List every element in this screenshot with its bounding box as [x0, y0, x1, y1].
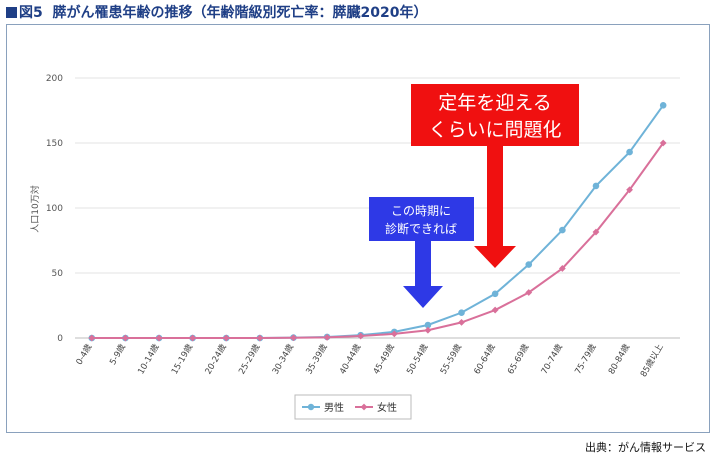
y-axis-ticks: 0 50 100 150 200 — [46, 74, 63, 344]
title-prefix: 図5 — [19, 5, 43, 21]
grid-lines — [75, 77, 680, 339]
legend-label: 女性 — [377, 401, 397, 414]
y-axis-label: 人口10万対 — [29, 185, 41, 232]
x-tick-label: 70-74歳 — [539, 342, 565, 377]
female-data-point — [323, 333, 331, 341]
y-tick-label: 0 — [57, 334, 63, 344]
x-axis-ticks: 0-4歳 5-9歳 10-14歳 15-19歳 20-24歳 25-29歳 30-34歳 35… — [74, 342, 666, 379]
female-data-point — [222, 334, 230, 342]
female-data-point — [155, 334, 163, 342]
male-data-point — [592, 182, 600, 190]
female-data-point — [88, 334, 96, 342]
x-tick-label: 20-24歳 — [203, 342, 229, 377]
female-data-point — [491, 306, 499, 314]
x-tick-label: 45-49歳 — [371, 342, 397, 377]
blue-callout: この時期に 診断できれば — [369, 197, 474, 308]
blue-callout-line1: この時期に — [391, 204, 451, 218]
female-data-point — [122, 334, 129, 342]
female-data-point — [357, 332, 365, 340]
female-data-point — [525, 289, 533, 296]
x-tick-label: 60-64歳 — [472, 342, 498, 377]
female-data-point — [424, 326, 432, 334]
female-data-point — [458, 319, 465, 326]
male-data-point — [424, 321, 432, 329]
female-data-point — [290, 334, 297, 342]
red-callout: 定年を迎える くらいに問題化 — [411, 84, 579, 268]
red-callout-box — [411, 84, 579, 146]
female-data-point — [189, 334, 197, 342]
female-data-point — [626, 186, 633, 194]
male-data-point — [626, 148, 633, 156]
male-data-point — [458, 309, 465, 316]
legend-circle-marker — [307, 403, 315, 411]
legend-box — [294, 394, 412, 420]
red-arrow — [474, 146, 516, 268]
x-tick-label: 75-79歳 — [572, 342, 598, 377]
x-tick-label: 15-19歳 — [169, 342, 195, 377]
chart-frame — [6, 24, 710, 433]
series-lines — [88, 102, 667, 342]
male-data-point — [491, 290, 499, 298]
male-data-point — [559, 226, 566, 234]
female-data-point — [592, 228, 600, 236]
female-data-point — [659, 139, 667, 147]
x-tick-label: 5-9歳 — [107, 342, 128, 367]
female-series-line — [91, 142, 665, 339]
y-tick-label: 50 — [52, 269, 64, 279]
red-callout-line2: くらいに問題化 — [428, 119, 561, 141]
chart-title: 図5 膵がん罹患年齢の推移（年齢階級別死亡率：膵臓2020年） — [6, 3, 427, 23]
x-tick-label: 25-29歳 — [236, 342, 262, 377]
x-tick-label: 0-4歳 — [74, 342, 95, 367]
x-tick-label: 35-39歳 — [304, 342, 330, 377]
female-data-point — [390, 330, 398, 338]
x-tick-label: 30-34歳 — [270, 342, 296, 377]
male-data-point — [525, 261, 533, 268]
y-tick-label: 200 — [46, 74, 63, 84]
blue-callout-line2: 診断できれば — [385, 221, 457, 236]
female-data-point — [256, 334, 264, 342]
blue-callout-box — [369, 197, 474, 241]
title-text: 膵がん罹患年齢の推移（年齢階級別死亡率：膵臓2020年） — [52, 5, 428, 21]
x-tick-label: 85歳以上 — [638, 342, 666, 379]
legend-label: 男性 — [324, 401, 344, 414]
x-tick-label: 65-69歳 — [505, 342, 531, 377]
legend-diamond-marker — [360, 403, 368, 411]
x-tick-label: 10-14歳 — [135, 342, 161, 377]
source-note: 出典：がん情報サービス — [585, 441, 706, 454]
legend: 男性 女性 — [294, 394, 412, 420]
x-tick-label: 50-54歳 — [404, 342, 430, 377]
x-tick-label: 40-44歳 — [337, 342, 363, 377]
blue-arrow — [403, 241, 443, 308]
y-tick-label: 100 — [46, 204, 63, 214]
x-tick-label: 80-84歳 — [606, 342, 632, 377]
female-data-point — [558, 265, 566, 272]
red-callout-line1: 定年を迎える — [438, 92, 551, 114]
y-tick-label: 150 — [46, 139, 63, 149]
x-tick-label: 55-59歳 — [438, 342, 464, 377]
title-square-icon — [6, 7, 17, 18]
male-data-point — [659, 102, 667, 109]
